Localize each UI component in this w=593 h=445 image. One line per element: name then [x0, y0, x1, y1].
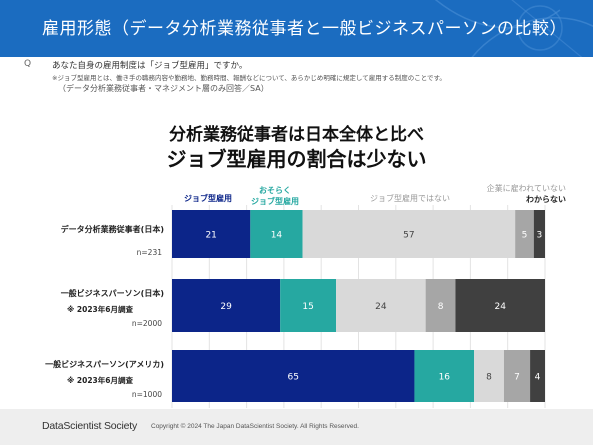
data-label: 4	[535, 373, 541, 383]
category-label: 一般ビジネスパーソン(アメリカ)	[45, 359, 164, 369]
data-label: 21	[205, 231, 216, 241]
bar-segment	[280, 279, 337, 332]
question-note: ※ジョブ型雇用とは、働き手の職務内容や勤務地、勤務時間、報酬などについて、あらか…	[52, 74, 446, 82]
data-label: 5	[522, 231, 528, 241]
search-icon: Q	[24, 59, 32, 69]
legend-label: ジョブ型雇用ではない	[370, 193, 450, 203]
bar-segment	[455, 279, 545, 332]
bar-segment	[530, 350, 545, 402]
page-title: 雇用形態（データ分析業務従事者と一般ビジネスパーソンの比較）	[42, 19, 567, 39]
data-label: 24	[495, 302, 507, 312]
page-footer: DataScientist Society Copyright © 2024 T…	[0, 409, 593, 445]
data-label: 15	[302, 302, 313, 312]
question-scope: （データ分析業務従事者・マネジメント層のみ回答／SA）	[58, 84, 269, 93]
header-decoration	[434, 0, 593, 57]
data-label: 3	[537, 231, 543, 241]
data-label: 29	[220, 302, 232, 312]
category-label: 一般ビジネスパーソン(日本)	[61, 288, 164, 298]
bar-segment	[172, 350, 415, 402]
bar-segment	[474, 350, 504, 402]
bar-segment	[515, 210, 534, 258]
category-label: データ分析業務従事者(日本)	[61, 224, 164, 234]
legend-label: 企業に雇われていない	[487, 183, 566, 193]
data-label: 24	[375, 302, 387, 312]
data-label: 57	[403, 231, 414, 241]
brand-logo: DataScientist Society	[42, 420, 138, 432]
headline-line-1: 分析業務従事者は日本全体と比べ	[169, 125, 424, 145]
legend-label: ジョブ型雇用	[251, 196, 299, 206]
category-n: n=1000	[132, 390, 162, 399]
data-label: 65	[287, 373, 298, 383]
category-note: ※ 2023年6月調査	[67, 375, 133, 385]
data-label: 7	[514, 373, 520, 383]
data-label: 8	[438, 302, 444, 312]
legend-label: おそらく	[259, 186, 291, 195]
bar-segment	[503, 350, 531, 402]
bar-segment	[172, 210, 251, 258]
bar-segment	[250, 210, 303, 258]
category-note: ※ 2023年6月調査	[67, 304, 133, 314]
bar-segment	[533, 210, 545, 258]
data-label: 8	[486, 373, 492, 383]
bar-segment	[172, 279, 281, 332]
bar-segment	[336, 279, 426, 332]
data-label: 14	[271, 231, 283, 241]
bar-segment	[425, 279, 456, 332]
copyright-text: Copyright © 2024 The Japan DataScientist…	[151, 423, 359, 430]
headline-line-2: ジョブ型雇用の割合は少ない	[166, 147, 427, 171]
page-header: 雇用形態（データ分析業務従事者と一般ビジネスパーソンの比較）	[0, 0, 593, 57]
legend-label: ジョブ型雇用	[184, 193, 232, 203]
legend-label: わからない	[526, 195, 566, 204]
bar-segment	[414, 350, 475, 402]
category-n: n=2000	[132, 319, 162, 328]
bar-segment	[302, 210, 516, 258]
data-label: 16	[439, 373, 451, 383]
category-n: n=231	[137, 248, 163, 257]
question-text: あなた自身の雇用制度は「ジョブ型雇用」ですか。	[52, 61, 248, 71]
